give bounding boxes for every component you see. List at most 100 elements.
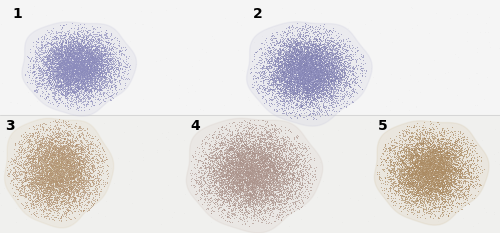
Point: [279, 94, 287, 98]
Point: [260, 159, 268, 162]
Point: [319, 133, 327, 136]
Point: [302, 33, 310, 37]
Point: [319, 65, 327, 69]
Point: [258, 187, 266, 191]
Point: [82, 54, 90, 58]
Point: [288, 68, 296, 72]
Point: [319, 68, 327, 72]
Point: [84, 66, 92, 70]
Point: [78, 49, 86, 53]
Point: [300, 58, 308, 62]
Point: [422, 142, 430, 146]
Point: [35, 159, 43, 163]
Point: [217, 179, 225, 182]
Point: [261, 168, 269, 172]
Point: [50, 184, 58, 188]
Point: [294, 90, 302, 94]
Point: [421, 154, 429, 158]
Point: [418, 145, 426, 148]
Point: [259, 179, 267, 183]
Point: [74, 37, 82, 41]
Point: [56, 155, 64, 158]
Point: [44, 162, 52, 166]
Point: [310, 40, 318, 43]
Point: [70, 162, 78, 165]
Point: [282, 55, 290, 59]
Point: [410, 162, 418, 166]
Point: [95, 56, 103, 60]
Point: [424, 140, 432, 144]
Point: [416, 161, 424, 165]
Point: [279, 138, 287, 141]
Point: [88, 156, 96, 160]
Point: [420, 161, 428, 165]
Point: [289, 64, 297, 68]
Point: [68, 70, 76, 74]
Point: [104, 69, 112, 73]
Point: [289, 65, 297, 69]
Point: [269, 154, 277, 157]
Point: [252, 182, 260, 185]
Point: [287, 55, 295, 58]
Point: [307, 81, 315, 85]
Point: [442, 137, 450, 141]
Point: [436, 172, 444, 175]
Point: [70, 48, 78, 52]
Point: [271, 194, 279, 198]
Point: [280, 108, 287, 112]
Point: [296, 78, 304, 82]
Point: [356, 80, 364, 84]
Point: [290, 192, 298, 195]
Point: [30, 152, 38, 156]
Point: [265, 147, 273, 150]
Point: [88, 54, 96, 58]
Point: [324, 74, 332, 78]
Point: [56, 51, 64, 55]
Point: [54, 96, 62, 100]
Point: [65, 65, 73, 68]
Point: [54, 164, 62, 168]
Point: [282, 55, 290, 59]
Point: [302, 47, 310, 51]
Point: [153, 137, 161, 141]
Point: [414, 163, 422, 167]
Point: [440, 164, 448, 168]
Point: [254, 171, 262, 175]
Point: [432, 176, 440, 180]
Point: [314, 48, 322, 52]
Point: [56, 147, 64, 150]
Point: [312, 66, 320, 70]
Point: [88, 59, 96, 62]
Point: [64, 59, 72, 62]
Point: [290, 67, 298, 71]
Point: [58, 179, 66, 183]
Point: [240, 179, 248, 183]
Point: [61, 153, 69, 157]
Point: [255, 56, 263, 59]
Point: [290, 78, 298, 81]
Point: [244, 121, 252, 125]
Point: [33, 145, 41, 148]
Point: [296, 87, 304, 91]
Point: [430, 172, 438, 176]
Point: [251, 176, 259, 180]
Point: [67, 147, 75, 151]
Point: [406, 134, 414, 138]
Point: [79, 142, 87, 145]
Point: [68, 57, 76, 61]
Point: [278, 167, 286, 171]
Point: [414, 142, 422, 145]
Point: [262, 191, 270, 194]
Point: [238, 185, 246, 188]
Point: [62, 168, 70, 172]
Point: [474, 175, 482, 179]
Point: [42, 169, 50, 173]
Point: [234, 162, 241, 165]
Point: [298, 61, 306, 64]
Point: [46, 161, 54, 164]
Point: [432, 171, 440, 174]
Point: [412, 185, 420, 189]
Point: [222, 210, 230, 214]
Point: [318, 84, 326, 88]
Point: [414, 182, 422, 185]
